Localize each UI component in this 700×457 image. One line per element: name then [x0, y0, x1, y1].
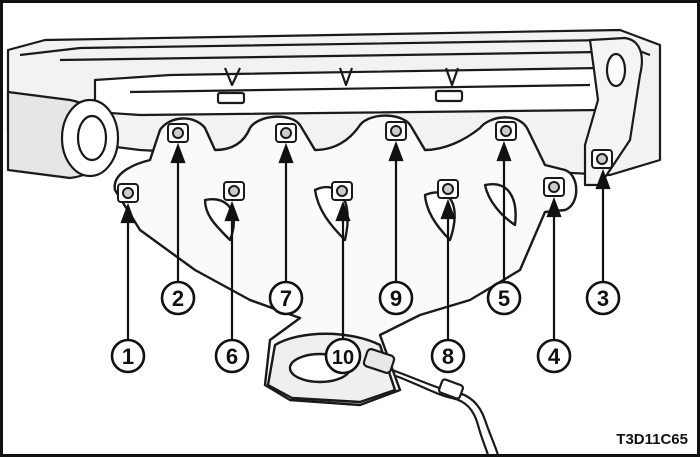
- callout-5-label: 5: [498, 286, 510, 311]
- nut-2: [167, 123, 189, 143]
- callout-3: 3: [585, 280, 621, 316]
- nut-6: [223, 181, 245, 201]
- callout-1: 1: [110, 338, 146, 374]
- nut-3: [591, 149, 613, 169]
- callout-10: 10: [324, 337, 362, 375]
- callout-7-label: 7: [280, 286, 292, 311]
- callout-2-label: 2: [172, 286, 184, 311]
- nut-8: [437, 179, 459, 199]
- nut-4: [543, 177, 565, 197]
- oxygen-sensor: [362, 348, 500, 456]
- leader-arrows: [120, 140, 611, 340]
- nut-10: [331, 181, 353, 201]
- callout-7: 7: [268, 280, 304, 316]
- callout-6-label: 6: [226, 344, 238, 369]
- nut-7: [275, 123, 297, 143]
- callout-8: 8: [430, 338, 466, 374]
- nut-1: [117, 183, 139, 203]
- nut-5: [495, 121, 517, 141]
- callout-2: 2: [160, 280, 196, 316]
- callout-1-label: 1: [122, 344, 134, 369]
- callout-4-label: 4: [548, 344, 561, 369]
- callout-8-label: 8: [442, 344, 454, 369]
- callout-6: 6: [214, 338, 250, 374]
- callout-10-label: 10: [332, 347, 354, 369]
- callout-3-label: 3: [597, 286, 609, 311]
- callout-4: 4: [536, 338, 572, 374]
- figure-code: T3D11C65: [616, 431, 688, 448]
- nut-9: [385, 121, 407, 141]
- callout-9: 9: [378, 280, 414, 316]
- callout-5: 5: [486, 280, 522, 316]
- callout-9-label: 9: [390, 286, 402, 311]
